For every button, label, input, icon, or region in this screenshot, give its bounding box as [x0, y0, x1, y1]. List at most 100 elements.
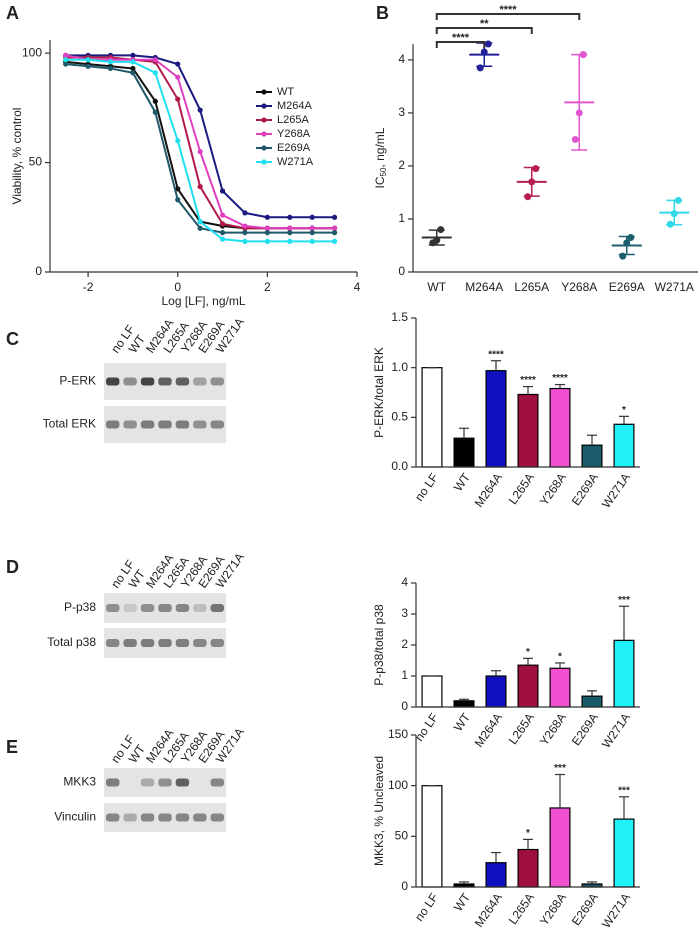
blot-band	[123, 377, 137, 386]
data-point	[107, 65, 114, 72]
blot-band	[175, 604, 190, 612]
y-axis-label: Viability, % control	[10, 108, 24, 205]
y-tick-label: 2	[398, 158, 405, 172]
bar	[517, 848, 539, 888]
y-tick-label: 1	[401, 668, 408, 682]
bar	[517, 664, 539, 708]
significance-label: *	[526, 647, 530, 658]
y-tick-label: 4	[401, 575, 408, 589]
x-tick-label: M264A	[465, 280, 503, 294]
y-tick-label: 150	[388, 727, 408, 741]
data-point	[331, 238, 338, 244]
bar	[549, 667, 571, 708]
data-point	[627, 234, 635, 242]
y-tick-label: 100	[22, 45, 42, 59]
data-point	[175, 138, 181, 144]
significance-label: **	[480, 18, 489, 30]
data-point	[130, 70, 136, 76]
blot-band	[210, 377, 224, 386]
blot-band	[158, 813, 172, 822]
significance-label: ****	[488, 349, 504, 360]
y-axis-label-part: IC	[373, 176, 387, 188]
blot-band	[193, 377, 207, 386]
y-tick-label: 1.0	[391, 360, 408, 374]
bar	[485, 862, 507, 888]
blot-strip	[104, 768, 226, 797]
significance-label: ***	[554, 763, 566, 774]
y-axis-label-part: , ng/mL	[373, 127, 387, 167]
data-point	[63, 52, 69, 58]
x-tick-label: E269A	[609, 280, 645, 294]
blot-band	[106, 778, 120, 787]
data-point	[670, 210, 678, 218]
significance-label: ****	[499, 4, 517, 16]
x-tick-label: M264A	[472, 891, 505, 930]
data-point	[242, 223, 248, 229]
blot-band	[175, 813, 190, 822]
bar	[421, 675, 443, 708]
legend-label: M264A	[277, 100, 313, 112]
y-tick-label: 0	[401, 879, 408, 893]
data-point	[152, 70, 158, 76]
bar	[549, 807, 571, 888]
legend-label: Y268A	[277, 128, 311, 140]
blot-row-label: Total ERK	[43, 417, 96, 431]
data-point	[619, 252, 627, 260]
data-point	[130, 52, 136, 58]
data-point	[175, 61, 181, 67]
significance-label: ***	[618, 785, 630, 796]
data-point	[242, 210, 248, 216]
x-tick-label: -2	[83, 280, 94, 294]
x-tick-label: no LF	[412, 891, 441, 924]
x-tick-label: Y268A	[537, 891, 569, 929]
data-point	[130, 65, 136, 72]
blot-band	[140, 420, 155, 429]
x-tick-label: 2	[264, 280, 271, 294]
blot-band	[193, 420, 207, 429]
data-point	[85, 63, 91, 69]
y-axis-label: P-p38/total p38	[372, 604, 386, 686]
data-point	[484, 40, 492, 48]
data-point	[331, 230, 338, 236]
data-point	[63, 61, 69, 67]
blot-band	[210, 813, 224, 822]
data-point	[575, 109, 583, 117]
legend-label: E269A	[277, 142, 311, 154]
data-point	[309, 238, 315, 244]
blot-row-label: Total p38	[47, 635, 96, 649]
data-point	[528, 178, 536, 186]
blot-band	[140, 604, 155, 612]
y-tick-label: 4	[398, 52, 405, 66]
x-tick-label: L265A	[514, 280, 549, 294]
data-point	[152, 109, 158, 115]
y-axis-label: P-ERK/total ERK	[372, 347, 386, 438]
data-point	[197, 184, 203, 190]
blot-band	[123, 420, 137, 429]
legend-label: L265A	[277, 114, 309, 126]
data-point	[287, 238, 293, 244]
data-point	[242, 238, 248, 244]
data-point	[197, 219, 203, 225]
legend-marker	[261, 159, 267, 165]
legend-marker	[261, 145, 267, 151]
bar	[549, 387, 571, 468]
blot-band	[106, 377, 120, 386]
y-tick-label: 3	[401, 606, 408, 620]
legend-marker	[261, 89, 267, 95]
blot-band	[210, 420, 224, 429]
panel-letter: C	[6, 329, 19, 349]
x-tick-label: L265A	[506, 711, 537, 747]
data-point	[219, 188, 226, 194]
data-point	[219, 221, 226, 227]
x-tick-label: Y268A	[537, 711, 569, 749]
blot-band	[140, 377, 155, 386]
y-axis-label: IC50, ng/mL	[373, 127, 388, 188]
legend-label: W271A	[277, 156, 314, 168]
x-tick-label: E269A	[569, 471, 601, 509]
panel-letter: E	[6, 737, 18, 757]
legend-marker	[261, 103, 267, 109]
blot-band	[140, 813, 155, 822]
panel-letter: D	[6, 557, 19, 577]
panel-letter: A	[6, 3, 19, 23]
x-tick-label: W271A	[599, 471, 633, 511]
